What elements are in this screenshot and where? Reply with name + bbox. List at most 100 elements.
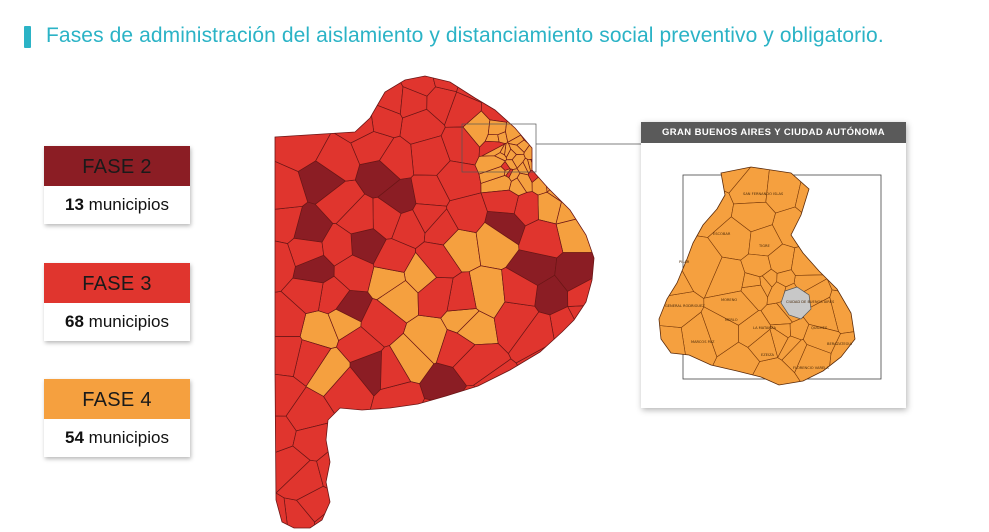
- municipality-region: [321, 223, 353, 267]
- legend-label-fase-3: FASE 3: [44, 263, 190, 303]
- municipality-region: [518, 116, 535, 131]
- municipality-region: [461, 434, 498, 477]
- municipality-region: [357, 459, 404, 501]
- municipality-region: [452, 343, 512, 387]
- legend-card-fase-3: FASE 3 68 municipios: [44, 263, 190, 341]
- municipality-region: [522, 126, 536, 132]
- municipality-region: [519, 508, 572, 528]
- municipality-region: [331, 469, 372, 506]
- municipality-region: [333, 254, 375, 293]
- municipality-region: [425, 471, 461, 509]
- label-merlo: MERLO: [725, 318, 738, 322]
- label-quilmes: QUILMES: [811, 326, 828, 330]
- municipality-region: [401, 437, 442, 482]
- municipality-region: [399, 86, 428, 119]
- label-caba: CIUDAD DE BUENOS AIRES: [786, 300, 835, 304]
- municipality-region: [833, 167, 855, 286]
- label-pilar: PILAR: [679, 260, 690, 264]
- municipality-region: [747, 328, 779, 362]
- municipality-region: [562, 416, 594, 463]
- municipality-region: [700, 306, 739, 358]
- municipality-region: [413, 505, 451, 528]
- label-escobar: ESCOBAR: [713, 232, 731, 236]
- municipality-region: [770, 323, 791, 339]
- municipality-region: [480, 401, 527, 441]
- municipality-region: [776, 269, 796, 288]
- label-ezeiza: EZEIZA: [761, 353, 775, 357]
- label-berazategui: BERAZATEGUI: [827, 342, 852, 346]
- label-marcos-paz: MARCOS PAZ: [691, 340, 715, 344]
- inset-gba-card: GRAN BUENOS AIRES Y CIUDAD AUTÓNOMA SAN …: [641, 122, 906, 408]
- municipality-region: [523, 391, 570, 444]
- municipality-region: [411, 398, 458, 444]
- municipality-region: [544, 85, 594, 132]
- municipality-region: [538, 166, 553, 176]
- municipality-region: [392, 469, 430, 515]
- municipality-region: [526, 436, 559, 474]
- inset-title: GRAN BUENOS AIRES Y CIUDAD AUTÓNOMA: [641, 122, 906, 143]
- label-la-matanza: LA MATANZA: [753, 326, 776, 330]
- municipality-region: [501, 267, 538, 307]
- label-san-fernando: SAN FERNANDO ISLAS: [743, 192, 784, 196]
- municipality-region: [555, 194, 594, 225]
- municipality-region: [311, 76, 367, 129]
- municipality-region: [567, 304, 594, 338]
- municipality-region: [280, 277, 324, 314]
- municipality-region: [572, 158, 594, 217]
- municipality-region: [275, 373, 307, 417]
- municipality-region: [275, 158, 309, 211]
- municipality-region: [553, 480, 594, 528]
- municipality-region: [480, 189, 519, 214]
- municipality-region: [275, 415, 297, 455]
- legend-card-fase-4: FASE 4 54 municipios: [44, 379, 190, 457]
- municipality-region: [494, 423, 532, 464]
- municipality-region: [538, 144, 556, 161]
- municipality-region: [548, 148, 566, 172]
- municipality-region: [484, 134, 500, 143]
- municipality-region: [543, 136, 570, 151]
- municipality-region: [380, 345, 412, 390]
- municipality-region: [295, 76, 325, 113]
- municipality-region: [487, 119, 507, 136]
- municipality-region: [533, 101, 555, 132]
- municipality-region: [454, 473, 492, 515]
- label-gral-rodriguez: GENERAL RODRIGUEZ: [665, 304, 705, 308]
- page-title: Fases de administración del aislamiento …: [46, 24, 884, 47]
- municipality-region: [765, 167, 811, 214]
- municipality-region: [568, 110, 594, 162]
- municipality-region: [524, 128, 537, 136]
- municipality-region: [340, 415, 386, 471]
- municipality-region: [777, 335, 802, 361]
- municipality-region: [439, 499, 477, 528]
- municipality-region: [275, 76, 298, 120]
- label-tigre: TIGRE: [758, 244, 771, 248]
- municipality-region: [790, 245, 831, 276]
- province-map: [274, 75, 595, 529]
- title-accent-bar: [24, 26, 31, 48]
- municipality-region: [569, 336, 594, 385]
- municipality-region: [371, 518, 415, 528]
- inset-labels: SAN FERNANDO ISLAS PILAR TIGRE ESCOBAR M…: [665, 192, 852, 370]
- municipality-region: [440, 439, 476, 482]
- municipality-region: [509, 76, 546, 125]
- municipality-region: [523, 470, 558, 510]
- province-regions: [275, 76, 594, 528]
- municipality-region: [486, 462, 533, 491]
- municipality-region: [480, 76, 518, 123]
- municipality-region: [447, 412, 486, 447]
- inset-regions: [659, 167, 855, 385]
- municipality-region: [802, 208, 855, 261]
- municipality-region: [794, 167, 855, 220]
- municipality-region: [375, 489, 417, 519]
- municipality-region: [507, 492, 548, 528]
- municipality-region: [557, 146, 591, 180]
- municipality-region: [545, 121, 570, 140]
- caba-region: [780, 286, 812, 320]
- municipality-region: [567, 268, 594, 307]
- municipality-region: [536, 76, 594, 113]
- municipality-region: [553, 469, 594, 504]
- legend-label-fase-4: FASE 4: [44, 379, 190, 419]
- municipality-region: [318, 76, 369, 94]
- municipality-region: [372, 418, 420, 469]
- label-florencio-varela: FLORENCIO VARELA: [793, 366, 829, 370]
